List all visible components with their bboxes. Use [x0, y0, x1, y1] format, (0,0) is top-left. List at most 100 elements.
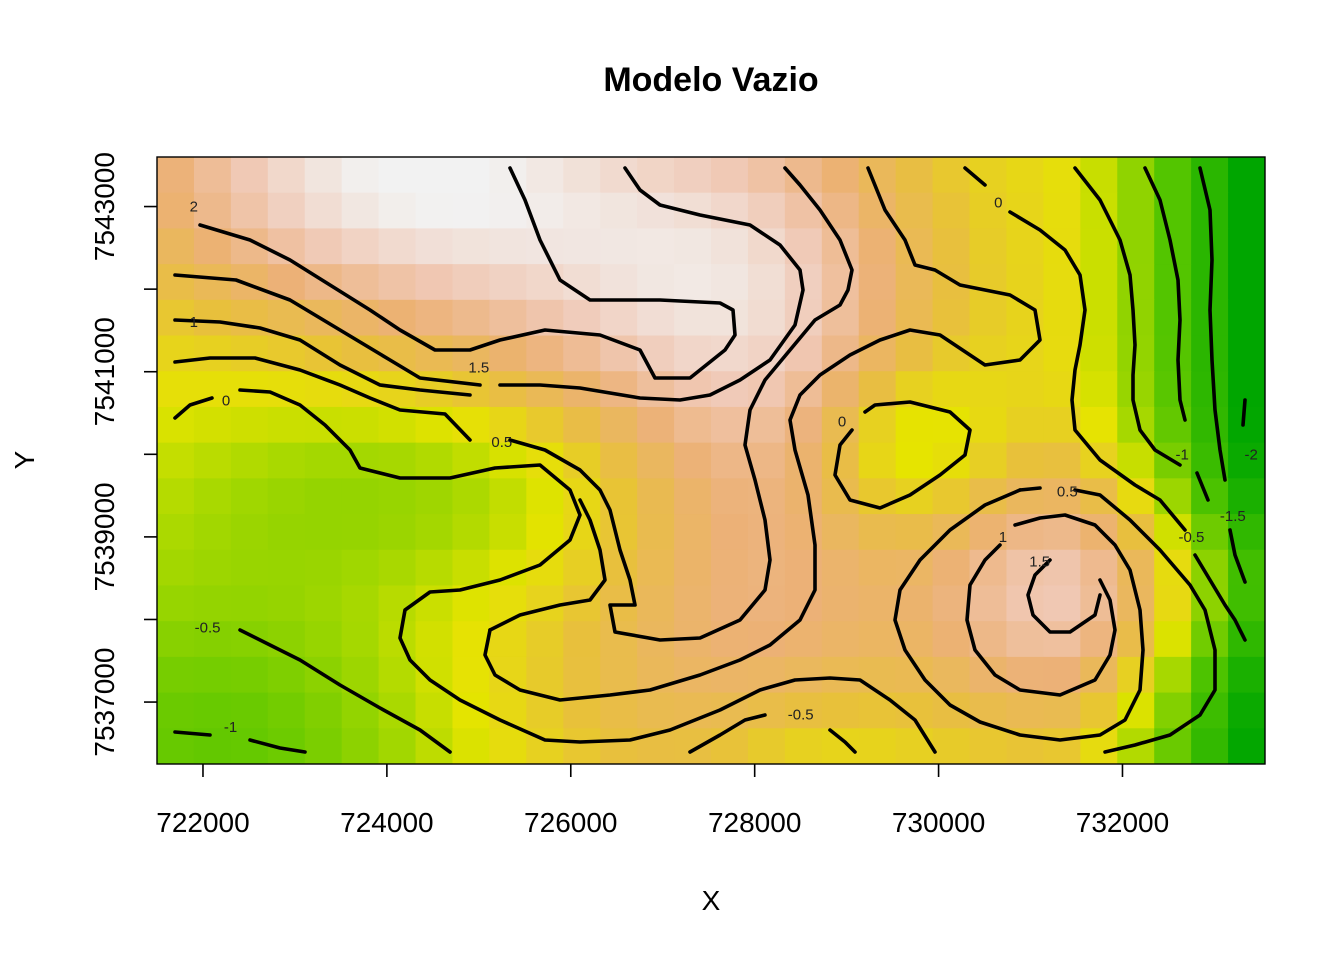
heatmap-cell — [304, 621, 343, 658]
heatmap-cell — [600, 192, 638, 230]
contour-line — [963, 166, 1187, 532]
heatmap-cell — [193, 299, 232, 337]
heatmap-cell — [378, 406, 417, 444]
heatmap-cell — [674, 264, 712, 301]
heatmap-cell — [1080, 692, 1119, 730]
heatmap-cell — [747, 264, 786, 301]
heatmap-cell — [1080, 406, 1119, 444]
heatmap-cell — [563, 157, 601, 194]
y-tick-label: 7543000 — [89, 152, 120, 261]
heatmap-cell — [747, 406, 786, 444]
contour-label: 0 — [838, 413, 846, 430]
chart-title: Modelo Vazio — [603, 61, 818, 99]
contour-label: -0.5 — [195, 620, 221, 637]
contour-label: -2 — [1245, 446, 1258, 463]
heatmap-cell — [378, 728, 417, 764]
y-tick-label: 7539000 — [89, 482, 120, 591]
heatmap-cell — [563, 728, 601, 764]
heatmap-cell — [1043, 442, 1082, 480]
heatmap-cell — [858, 549, 897, 587]
x-tick-label: 722000 — [156, 807, 249, 838]
heatmap-cell — [304, 157, 343, 194]
heatmap-cell — [1117, 514, 1155, 551]
heatmap-cell — [895, 264, 934, 301]
contour-label: 0.5 — [491, 434, 512, 451]
heatmap-cell — [932, 299, 971, 337]
contour-label: -0.5 — [788, 706, 814, 723]
heatmap-cell — [895, 335, 934, 373]
heatmap-cell — [415, 621, 454, 658]
heatmap-cell — [637, 299, 675, 337]
heatmap-cell — [157, 442, 195, 480]
heatmap-cell — [1080, 299, 1119, 337]
heatmap-cell — [193, 406, 232, 444]
heatmap-cell — [157, 549, 195, 587]
heatmap-cell — [932, 728, 971, 764]
heatmap-cell — [230, 585, 269, 622]
contour-line — [198, 166, 737, 380]
heatmap-cell — [157, 335, 195, 373]
heatmap-cell — [452, 335, 491, 373]
heatmap-cell — [1117, 299, 1155, 337]
heatmap-cell — [157, 371, 195, 408]
heatmap-cell — [378, 228, 417, 265]
heatmap-cell — [637, 157, 675, 194]
plot-frame — [156, 156, 1266, 765]
heatmap-cell — [341, 192, 380, 230]
heatmap-cell — [489, 157, 528, 194]
contour-line — [238, 628, 452, 754]
heatmap-cell — [267, 549, 306, 587]
y-axis: 7537000 7539000 7541000 7543000 — [89, 152, 157, 757]
heatmap-cell — [969, 335, 1008, 373]
heatmap-cell — [304, 728, 343, 764]
heatmap-cell — [489, 299, 528, 337]
heatmap-cell — [1154, 335, 1192, 373]
heatmap-cell — [489, 264, 528, 301]
heatmap-cell — [1228, 406, 1265, 444]
heatmap-cell — [1080, 335, 1119, 373]
heatmap-cell — [157, 656, 195, 694]
heatmap-cell — [637, 192, 675, 230]
contour-line — [833, 400, 972, 510]
heatmap-cell — [895, 406, 934, 444]
heatmap-cell — [674, 585, 712, 622]
heatmap-cell — [821, 656, 860, 694]
heatmap-cell — [1006, 692, 1045, 730]
heatmap-cell — [784, 656, 823, 694]
heatmap-cell — [711, 514, 749, 551]
contour-line — [488, 498, 607, 632]
heatmap-cell — [1154, 621, 1192, 658]
heatmap-cell — [600, 157, 638, 194]
contour-line — [173, 730, 307, 754]
heatmap-cell — [1006, 192, 1045, 230]
heatmap-cell — [858, 264, 897, 301]
contour-line — [688, 713, 857, 754]
x-tick-label: 730000 — [892, 807, 985, 838]
contour-label: 1 — [999, 529, 1007, 546]
heatmap-cell — [193, 157, 232, 194]
heatmap-cell — [600, 692, 638, 730]
heatmap-cell — [526, 406, 565, 444]
heatmap-cell — [489, 728, 528, 764]
heatmap-cell — [1117, 192, 1155, 230]
heatmap-cell — [969, 585, 1008, 622]
contour-line — [1193, 553, 1247, 642]
heatmap-cell — [157, 406, 195, 444]
heatmap-cell — [489, 478, 528, 515]
heatmap-cell — [895, 442, 934, 480]
heatmap-cell — [563, 656, 601, 694]
contour-label: -1 — [224, 719, 237, 736]
heatmap-cell — [1228, 192, 1265, 230]
heatmap-cell — [674, 406, 712, 444]
heatmap-cell — [969, 299, 1008, 337]
heatmap-cell — [1043, 264, 1082, 301]
heatmap-cell — [304, 514, 343, 551]
heatmap-cell — [230, 335, 269, 373]
heatmap-cell — [1043, 299, 1082, 337]
heatmap-cell — [378, 621, 417, 658]
contour-label: 1.5 — [468, 360, 489, 377]
heatmap-cell — [674, 692, 712, 730]
heatmap-cell — [267, 692, 306, 730]
heatmap-cell — [378, 514, 417, 551]
heatmap-cell — [267, 192, 306, 230]
